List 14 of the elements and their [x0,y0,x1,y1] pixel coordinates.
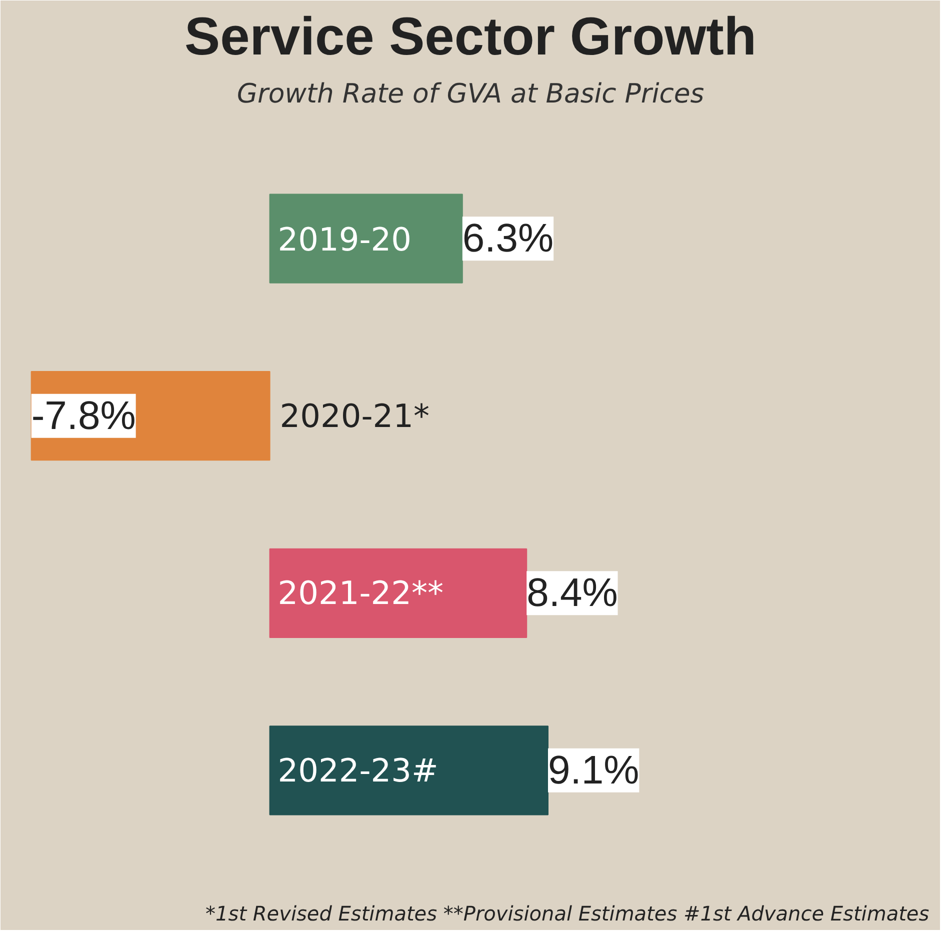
bar [269,194,463,284]
y-tick-label: 2019-20 [278,220,412,259]
bar [269,726,548,816]
chart-subtitle: Growth Rate of GVA at Basic Prices [236,78,704,110]
y-tick-label: 2022-23# [278,751,438,790]
data-label: 9.1% [548,748,640,792]
y-tick-label: 2021-22** [278,574,444,612]
y-tick-label: 2020-21* [280,396,430,435]
chart-title: Service Sector Growth [184,8,757,66]
text: *1st Revised Estimates **Provisional Estimates #1st Advance Estimates [206,902,930,926]
data-label: 8.4% [526,571,618,616]
data-label: -7.8% [31,394,136,438]
bar [269,548,528,638]
data-label: 6.3% [462,216,554,261]
